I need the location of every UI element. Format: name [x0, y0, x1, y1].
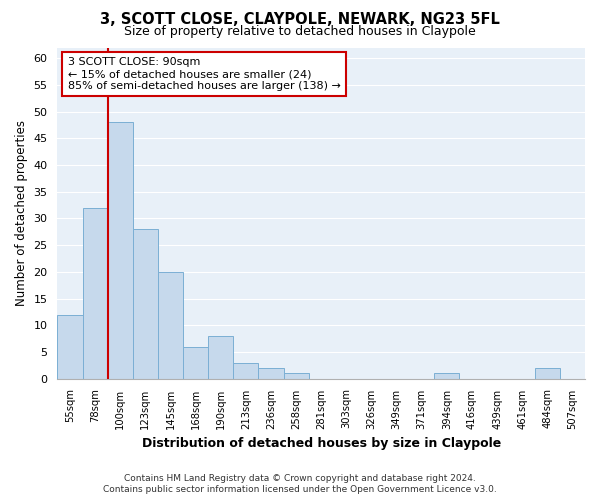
Bar: [183, 346, 208, 378]
Bar: [233, 362, 259, 378]
Bar: [107, 122, 133, 378]
Bar: [133, 229, 158, 378]
Bar: [158, 272, 183, 378]
Bar: [434, 374, 460, 378]
Text: 3 SCOTT CLOSE: 90sqm
← 15% of detached houses are smaller (24)
85% of semi-detac: 3 SCOTT CLOSE: 90sqm ← 15% of detached h…: [68, 58, 341, 90]
Y-axis label: Number of detached properties: Number of detached properties: [15, 120, 28, 306]
Bar: [284, 374, 308, 378]
Bar: [208, 336, 233, 378]
Bar: [83, 208, 107, 378]
Bar: [535, 368, 560, 378]
Bar: [58, 314, 83, 378]
Bar: [259, 368, 284, 378]
Text: Contains HM Land Registry data © Crown copyright and database right 2024.
Contai: Contains HM Land Registry data © Crown c…: [103, 474, 497, 494]
X-axis label: Distribution of detached houses by size in Claypole: Distribution of detached houses by size …: [142, 437, 501, 450]
Text: 3, SCOTT CLOSE, CLAYPOLE, NEWARK, NG23 5FL: 3, SCOTT CLOSE, CLAYPOLE, NEWARK, NG23 5…: [100, 12, 500, 28]
Text: Size of property relative to detached houses in Claypole: Size of property relative to detached ho…: [124, 25, 476, 38]
